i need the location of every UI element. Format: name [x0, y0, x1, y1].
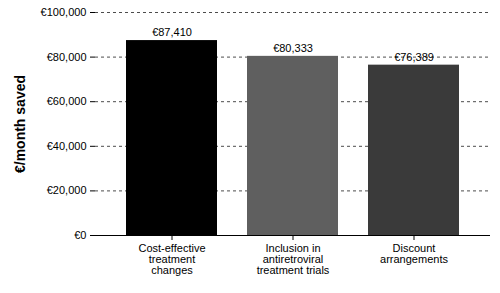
svg-text:€87,410: €87,410	[152, 26, 192, 38]
svg-text:€76,389: €76,389	[394, 51, 434, 63]
svg-text:€100,000: €100,000	[41, 6, 87, 18]
svg-text:€/month saved: €/month saved	[12, 75, 28, 173]
svg-text:€60,000: €60,000	[47, 95, 87, 107]
svg-text:€80,333: €80,333	[273, 42, 313, 54]
svg-text:Discountarrangements: Discountarrangements	[380, 242, 448, 265]
svg-text:€20,000: €20,000	[47, 184, 87, 196]
svg-text:Cost-effectivetreatmentchanges: Cost-effectivetreatmentchanges	[138, 242, 205, 276]
svg-text:€40,000: €40,000	[47, 140, 87, 152]
svg-text:€80,000: €80,000	[47, 51, 87, 63]
svg-text:€0: €0	[74, 229, 86, 241]
svg-text:Inclusion inantiretroviraltrea: Inclusion inantiretroviraltreatment tria…	[257, 242, 330, 276]
